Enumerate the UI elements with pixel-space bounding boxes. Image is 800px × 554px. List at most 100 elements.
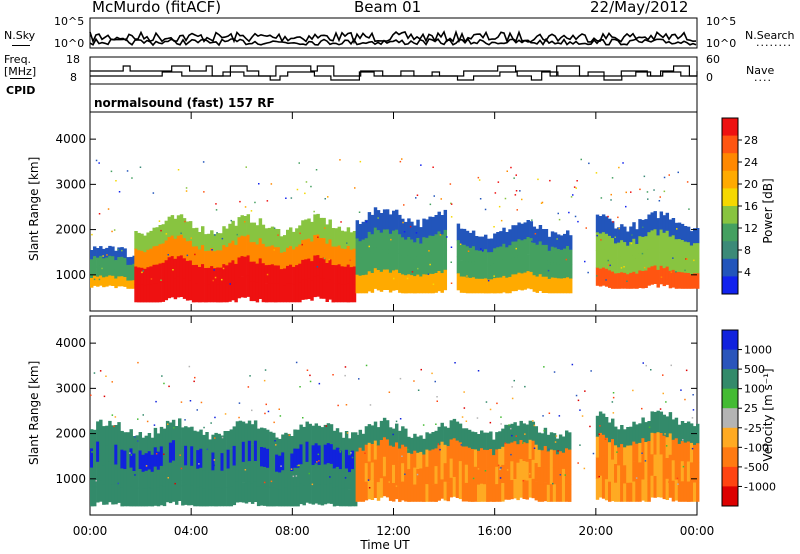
echo-cell — [471, 230, 476, 247]
echo-cell — [223, 449, 227, 469]
echo-cell — [331, 246, 335, 266]
echo-speck — [368, 245, 370, 248]
echo-cell — [343, 284, 348, 303]
echo-cell — [520, 273, 524, 291]
echo-cell — [632, 222, 636, 240]
echo-cell — [659, 211, 664, 230]
echo-speck — [645, 364, 647, 367]
echo-cell — [520, 240, 524, 258]
echo-cell — [413, 259, 417, 277]
colorbar-tick-label: 12 — [744, 222, 758, 235]
echo-cell — [398, 214, 402, 235]
echo-cell — [234, 244, 238, 265]
echo-cell — [544, 244, 549, 262]
echo-cell — [486, 432, 490, 451]
echo-cell — [608, 253, 612, 271]
echo-cell — [638, 481, 642, 502]
echo-speck — [611, 401, 614, 403]
echo-cell — [226, 487, 231, 507]
echo-cell — [240, 276, 244, 298]
echo-speck — [611, 177, 614, 179]
station-title: McMurdo (fitACF) — [92, 0, 222, 16]
echo-cell — [650, 212, 654, 231]
y-tick-label: 2000 — [55, 223, 86, 237]
echo-cell — [388, 253, 393, 274]
echo-cell — [255, 244, 260, 264]
echo-cell — [179, 234, 184, 256]
echo-cell — [656, 453, 660, 476]
echo-cell — [266, 429, 270, 450]
echo-cell — [253, 420, 258, 442]
echo-speck — [686, 258, 688, 260]
echo-cell — [323, 484, 328, 505]
echo-cell — [392, 464, 396, 484]
echo-cell — [207, 284, 211, 303]
echo-speck — [325, 425, 328, 427]
echo-cell — [105, 267, 109, 277]
echo-speck — [111, 414, 114, 416]
echo-cell — [364, 238, 369, 257]
echo-cell — [234, 282, 238, 303]
echo-cell — [437, 481, 441, 501]
echo-cell — [398, 448, 402, 467]
echo-cell — [237, 277, 241, 299]
echo-speck — [622, 162, 624, 164]
echo-speck — [626, 280, 628, 282]
echo-speck — [318, 382, 321, 385]
echo-speck — [249, 375, 251, 377]
echo-speck — [500, 416, 502, 418]
echo-speck — [238, 402, 241, 404]
echo-speck — [188, 365, 191, 368]
echo-cell — [162, 428, 167, 449]
echo-cell — [108, 265, 112, 276]
echo-cell — [563, 278, 567, 294]
echo-speck — [388, 481, 390, 483]
echo-cell — [665, 248, 670, 267]
echo-cell — [272, 469, 276, 489]
echo-cell — [428, 467, 432, 485]
echo-speck — [553, 371, 556, 373]
echo-speck — [477, 468, 480, 470]
echo-cell — [629, 482, 633, 502]
echo-cell — [626, 231, 630, 247]
echo-cell — [514, 274, 518, 292]
echo-speck — [200, 401, 203, 404]
echo-cell — [90, 429, 94, 449]
echo-speck — [554, 441, 557, 443]
echo-cell — [343, 266, 348, 285]
echo-cell — [623, 447, 627, 466]
echo-speck — [114, 416, 117, 418]
echo-cell — [261, 243, 266, 264]
echo-cell — [322, 238, 326, 259]
echo-cell — [191, 228, 196, 247]
echo-cell — [671, 419, 676, 441]
echo-cell — [310, 261, 314, 282]
echo-cell — [490, 265, 494, 280]
echo-cell — [307, 278, 311, 299]
echo-cell — [187, 427, 191, 448]
echo-cell — [553, 277, 558, 294]
echo-cell — [556, 249, 561, 265]
echo-speck — [107, 208, 110, 210]
echo-speck — [270, 183, 273, 185]
echo-cell — [234, 225, 238, 246]
echo-cell — [337, 283, 342, 303]
echo-cell — [677, 255, 682, 273]
echo-cell — [181, 446, 185, 467]
echo-cell — [373, 459, 378, 479]
echo-cell — [108, 481, 112, 503]
echo-cell — [388, 482, 393, 501]
echo-cell — [683, 423, 688, 443]
echo-cell — [293, 486, 297, 507]
echo-cell — [370, 444, 375, 463]
echo-cell — [446, 482, 451, 502]
echo-cell — [279, 236, 284, 254]
echo-cell — [126, 257, 130, 266]
echo-cell — [531, 421, 536, 442]
power-ylabel: Slant Range [km] — [27, 156, 41, 261]
echo-cell — [204, 268, 208, 286]
echo-cell — [569, 235, 573, 250]
echo-cell — [314, 483, 319, 504]
echo-cell — [686, 273, 691, 289]
echo-cell — [117, 247, 121, 258]
